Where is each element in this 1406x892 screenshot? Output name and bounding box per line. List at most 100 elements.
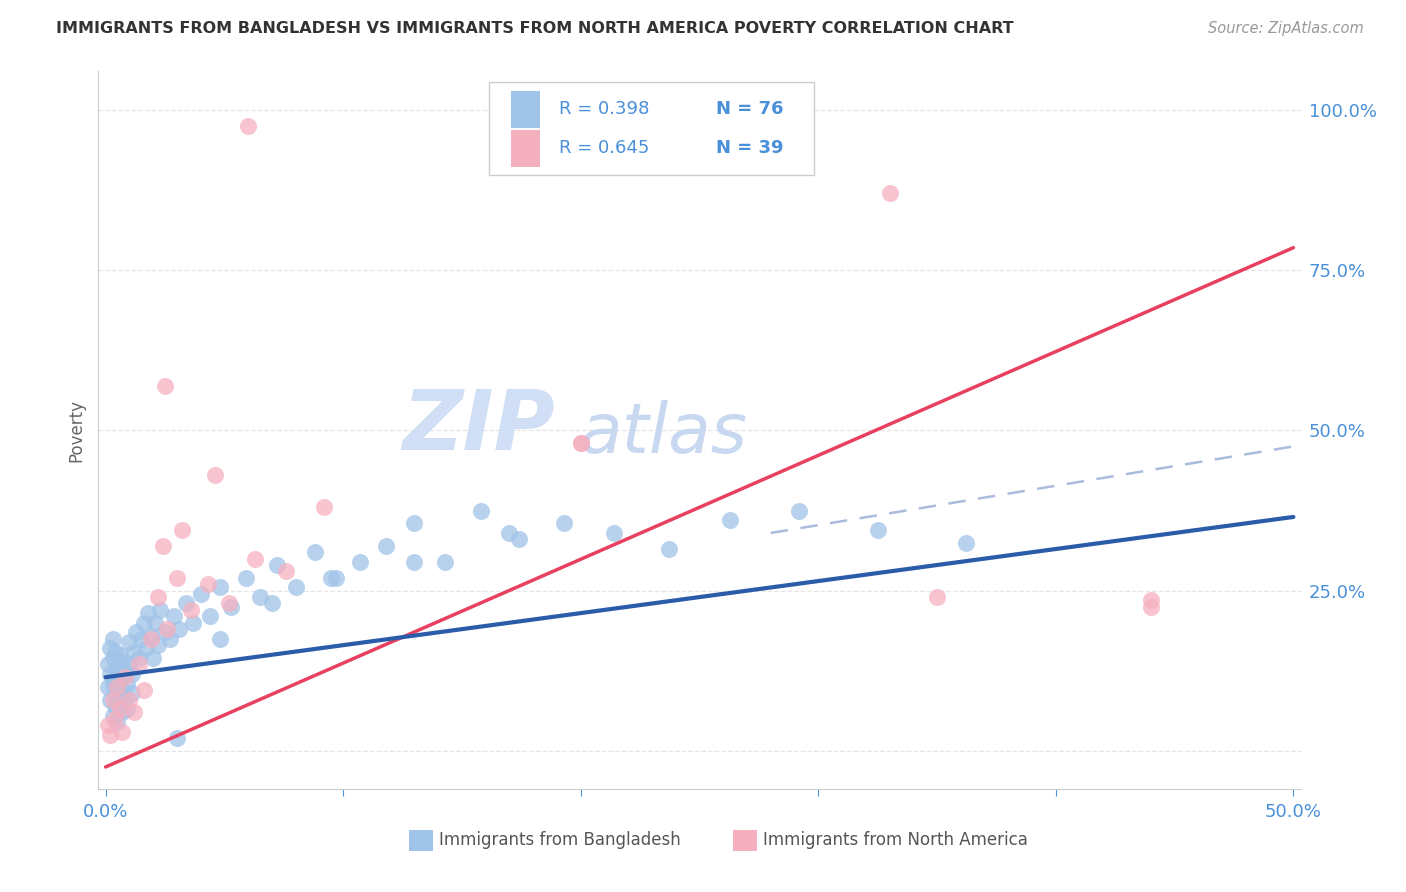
Point — [508, 533, 530, 547]
Point — [208, 581, 231, 595]
Point — [129, 632, 152, 646]
Point — [125, 625, 148, 640]
Point — [132, 615, 155, 630]
Point — [198, 609, 221, 624]
Point — [107, 686, 129, 700]
Point — [176, 597, 198, 611]
Point — [235, 571, 257, 585]
Point — [114, 692, 136, 706]
Bar — [733, 830, 758, 851]
Point — [135, 641, 157, 656]
Point — [404, 555, 426, 569]
Point — [866, 523, 889, 537]
Point — [170, 523, 193, 537]
Point — [111, 683, 134, 698]
Point — [111, 654, 134, 668]
Point — [107, 715, 129, 730]
Point — [245, 551, 267, 566]
Point — [111, 724, 134, 739]
Text: N = 76: N = 76 — [716, 101, 783, 119]
Point — [404, 516, 426, 531]
Point — [955, 535, 977, 549]
Bar — [510, 129, 540, 167]
Point — [121, 686, 143, 700]
Point — [284, 581, 307, 595]
Point — [139, 629, 162, 643]
Point — [156, 622, 179, 636]
Point — [204, 468, 226, 483]
Point — [166, 571, 188, 585]
Point — [221, 599, 243, 614]
Point — [167, 622, 190, 636]
Point — [107, 680, 129, 694]
Point — [97, 680, 120, 694]
Text: ZIP: ZIP — [402, 386, 555, 467]
Point — [98, 692, 121, 706]
Point — [114, 664, 136, 678]
Point — [374, 539, 396, 553]
Text: Immigrants from North America: Immigrants from North America — [763, 831, 1028, 849]
Point — [108, 702, 131, 716]
Point — [108, 648, 131, 662]
Point — [132, 683, 155, 698]
Point — [108, 696, 131, 710]
Point — [101, 651, 124, 665]
Point — [325, 571, 347, 585]
Point — [145, 615, 167, 630]
Point — [879, 186, 901, 201]
Point — [98, 641, 121, 656]
Point — [183, 615, 205, 630]
Point — [136, 606, 159, 620]
Text: R = 0.398: R = 0.398 — [558, 101, 650, 119]
Point — [104, 699, 127, 714]
Point — [236, 119, 259, 133]
Point — [101, 708, 124, 723]
Point — [111, 706, 134, 720]
Text: R = 0.645: R = 0.645 — [558, 139, 650, 157]
Point — [190, 587, 212, 601]
Point — [470, 503, 492, 517]
Point — [118, 692, 141, 706]
Point — [159, 632, 181, 646]
FancyBboxPatch shape — [489, 82, 814, 176]
Point — [104, 644, 127, 658]
Point — [122, 706, 145, 720]
Point — [498, 526, 520, 541]
Point — [569, 436, 592, 450]
Point — [1140, 593, 1163, 607]
Text: Source: ZipAtlas.com: Source: ZipAtlas.com — [1208, 21, 1364, 36]
Point — [128, 657, 150, 672]
Point — [98, 728, 121, 742]
Point — [658, 541, 681, 556]
Point — [121, 667, 143, 681]
Point — [118, 657, 141, 672]
Point — [603, 526, 626, 541]
Point — [101, 692, 124, 706]
Point — [569, 436, 592, 450]
Point — [104, 670, 127, 684]
Point — [146, 638, 169, 652]
Point — [166, 731, 188, 746]
Point — [108, 673, 131, 688]
Point — [97, 657, 120, 672]
Point — [349, 555, 371, 569]
Point — [249, 590, 271, 604]
Point — [146, 590, 169, 604]
Point — [152, 539, 174, 553]
Point — [314, 500, 336, 515]
Point — [787, 503, 810, 517]
Point — [98, 667, 121, 681]
Point — [266, 558, 288, 572]
Point — [115, 676, 138, 690]
Bar — [510, 91, 540, 128]
Point — [1140, 599, 1163, 614]
Y-axis label: Poverty: Poverty — [67, 399, 86, 462]
Text: N = 39: N = 39 — [716, 139, 783, 157]
Point — [142, 651, 165, 665]
Point — [153, 378, 176, 392]
Point — [260, 597, 283, 611]
Point — [107, 660, 129, 674]
Text: atlas: atlas — [579, 401, 747, 467]
Point — [163, 609, 186, 624]
Point — [304, 545, 326, 559]
